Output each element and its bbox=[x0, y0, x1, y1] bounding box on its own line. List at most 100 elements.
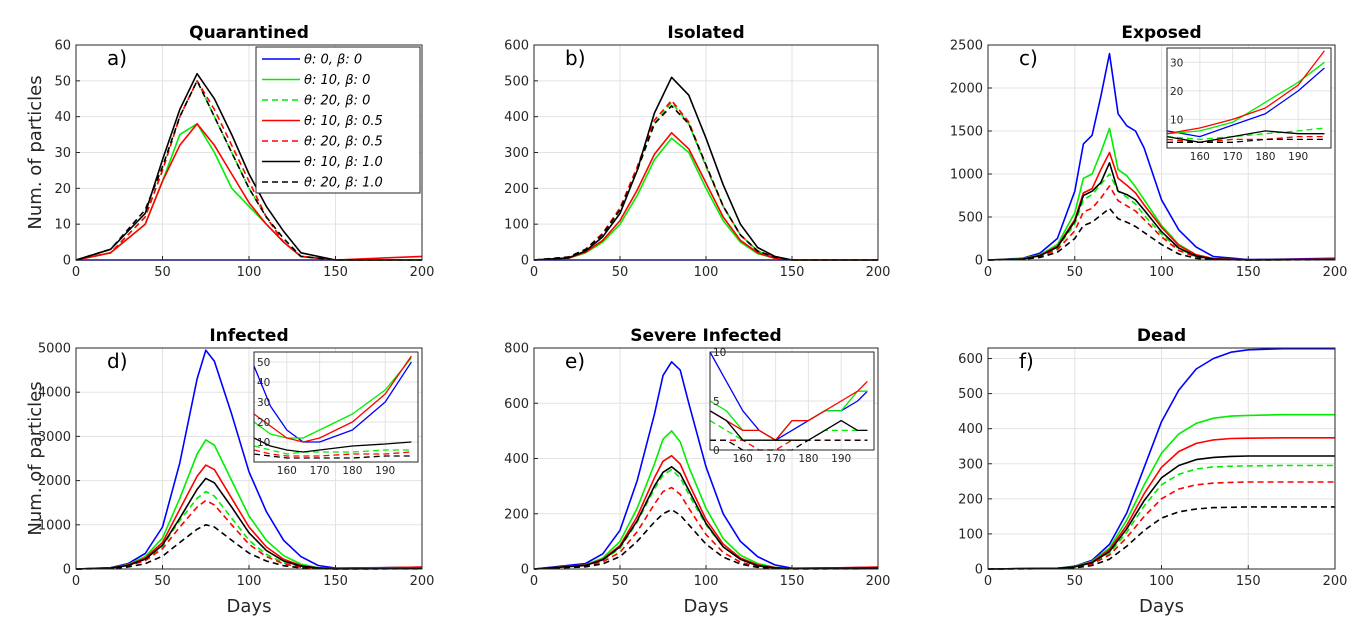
chart-title: Exposed bbox=[1121, 23, 1201, 43]
legend-entry: θ: 20, β: 1.0 bbox=[304, 176, 383, 191]
legend-beta-label: β bbox=[344, 114, 353, 129]
legend-separator: , bbox=[337, 155, 345, 170]
inset-plot: 160 170 180 190 0 5 10 bbox=[709, 347, 875, 465]
series-line-inset-3-5 bbox=[253, 437, 412, 453]
x-tick-label: 0 bbox=[72, 265, 80, 280]
panel-label: c) bbox=[1019, 46, 1038, 70]
panel-label: b) bbox=[565, 46, 586, 70]
chart-title: Isolated bbox=[667, 23, 744, 43]
legend-theta-label: θ bbox=[304, 114, 312, 129]
panel-6: 0 50 100 150 200 0 100 200 300 400 500 600 Dead f) bbox=[958, 326, 1347, 589]
legend-separator: , bbox=[337, 176, 345, 191]
series-line-main-2-4 bbox=[987, 185, 1336, 261]
y-tick-label: 0 bbox=[521, 563, 529, 578]
series-line-main-1-6 bbox=[533, 105, 878, 261]
chart-title: Infected bbox=[209, 326, 288, 346]
inset-area bbox=[1167, 48, 1331, 148]
y-tick-label: 2000 bbox=[950, 82, 983, 97]
y-tick-label: 0 bbox=[521, 254, 529, 269]
panel-2: 0 50 100 150 200 0 100 200 300 400 500 600 Isolated b… bbox=[504, 23, 890, 280]
legend-entry: θ: 10, β: 1.0 bbox=[304, 155, 383, 170]
panel-label: f) bbox=[1019, 349, 1034, 373]
y-tick-label: 300 bbox=[504, 146, 529, 161]
panel-4: 0 50 100 150 200010002000300040005000Infecte… bbox=[38, 326, 435, 589]
x-tick-label: 50 bbox=[154, 574, 171, 589]
legend-separator: : bbox=[312, 114, 321, 129]
y-axis-label: Num. of particles bbox=[25, 381, 46, 535]
inset-x-tick-label: 180 bbox=[798, 453, 818, 465]
inset-plot: 160 170 180 190 10 20 30 bbox=[1166, 47, 1332, 163]
legend-beta: 0 bbox=[362, 94, 370, 109]
x-tick-label: 0 bbox=[984, 265, 992, 280]
y-tick-label: 600 bbox=[504, 39, 529, 54]
series-line-inset-2-2 bbox=[1166, 127, 1325, 141]
legend-theta: 20 bbox=[320, 94, 337, 109]
y-tick-label: 2000 bbox=[38, 474, 71, 489]
series-line-main-4-0 bbox=[533, 361, 879, 570]
series-line-inset-4-0 bbox=[709, 351, 868, 441]
inset-y-tick-label: 10 bbox=[257, 437, 270, 449]
x-tick-label: 100 bbox=[1149, 574, 1174, 589]
inset-y-tick-label: 40 bbox=[257, 377, 270, 389]
legend-theta: 10 bbox=[320, 114, 337, 129]
legend-separator: , bbox=[329, 53, 337, 68]
y-tick-label: 400 bbox=[504, 452, 529, 467]
legend-separator: , bbox=[337, 73, 345, 88]
x-tick-label: 200 bbox=[866, 574, 891, 589]
y-tick-label: 200 bbox=[504, 507, 529, 522]
y-tick-label: 3000 bbox=[38, 430, 71, 445]
series-line-main-4-6 bbox=[533, 508, 879, 570]
legend-beta: 1.0 bbox=[362, 155, 383, 170]
x-axis-label: Days bbox=[684, 596, 729, 616]
legend-entry: θ: 20, β: 0.5 bbox=[304, 135, 383, 150]
series-line-main-0-4 bbox=[75, 80, 422, 261]
legend-theta-label: θ bbox=[304, 53, 312, 68]
legend-entry: θ: 10, β: 0.5 bbox=[304, 114, 383, 129]
legend-separator: : bbox=[354, 73, 363, 88]
y-tick-label: 30 bbox=[54, 146, 71, 161]
x-tick-label: 50 bbox=[1066, 265, 1083, 280]
series-line-main-3-0 bbox=[75, 349, 423, 570]
y-tick-label: 600 bbox=[958, 352, 983, 367]
series-line-inset-4-5 bbox=[709, 410, 868, 441]
y-tick-label: 100 bbox=[504, 218, 529, 233]
series-line-inset-2-3 bbox=[1166, 50, 1325, 135]
legend-separator: : bbox=[354, 155, 363, 170]
x-tick-label: 0 bbox=[530, 265, 538, 280]
inset-x-tick-label: 180 bbox=[342, 465, 362, 477]
legend-separator: , bbox=[337, 114, 345, 129]
series-line-main-5-6 bbox=[987, 506, 1335, 570]
y-tick-label: 4000 bbox=[38, 386, 71, 401]
y-tick-label: 0 bbox=[975, 563, 983, 578]
x-tick-label: 150 bbox=[1236, 265, 1261, 280]
inset-x-tick-label: 170 bbox=[1223, 151, 1243, 163]
y-tick-label: 500 bbox=[958, 387, 983, 402]
series-line-inset-2-5 bbox=[1166, 130, 1325, 143]
inset-y-tick-label: 0 bbox=[713, 445, 720, 457]
legend-separator: : bbox=[312, 155, 321, 170]
x-tick-label: 200 bbox=[1323, 265, 1348, 280]
x-tick-label: 50 bbox=[154, 265, 171, 280]
legend-beta-label: β bbox=[344, 73, 353, 88]
legend: θ: 0, β: 0θ: 10, β: 0θ: 20, β: 0θ: 10, β… bbox=[255, 46, 421, 194]
legend-theta: 20 bbox=[320, 176, 337, 191]
inset-y-tick-label: 30 bbox=[257, 397, 270, 409]
x-axis-label: Days bbox=[227, 596, 272, 616]
x-tick-label: 150 bbox=[1236, 574, 1261, 589]
y-tick-label: 40 bbox=[54, 110, 71, 125]
legend-separator: : bbox=[312, 176, 321, 191]
legend-beta: 0 bbox=[354, 53, 362, 68]
series-line-main-3-5 bbox=[75, 477, 423, 570]
x-tick-label: 200 bbox=[410, 574, 435, 589]
x-tick-label: 50 bbox=[1066, 574, 1083, 589]
x-tick-label: 200 bbox=[1323, 574, 1348, 589]
x-tick-label: 150 bbox=[323, 265, 348, 280]
inset-y-tick-label: 20 bbox=[257, 417, 270, 429]
series-line-inset-4-2 bbox=[709, 420, 868, 441]
legend-beta-label: β bbox=[336, 53, 345, 68]
legend-theta: 0 bbox=[320, 53, 328, 68]
y-tick-label: 400 bbox=[958, 422, 983, 437]
legend-beta: 1.0 bbox=[362, 176, 383, 191]
y-tick-label: 500 bbox=[504, 74, 529, 89]
